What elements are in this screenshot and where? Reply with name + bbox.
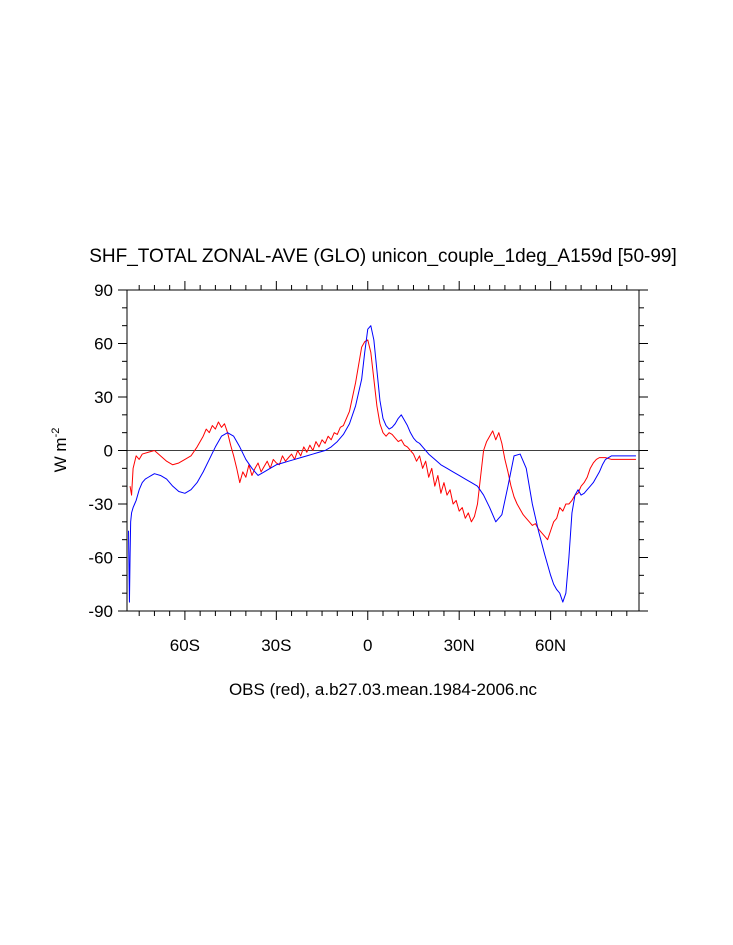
plot-area: -90 -60 -30 0 30 60 90 60S 30S 0 30N 60N <box>88 281 648 655</box>
y-tick-label: -30 <box>88 495 113 514</box>
x-axis-label: OBS (red), a.b27.03.mean.1984-2006.nc <box>229 680 538 699</box>
x-tick-label: 30S <box>261 636 291 655</box>
y-tick-label: -60 <box>88 549 113 568</box>
y-tick-label: 90 <box>94 281 113 300</box>
x-tick-label: 30N <box>444 636 475 655</box>
x-tick-label: 60N <box>535 636 566 655</box>
y-tick-label: 60 <box>94 335 113 354</box>
series-line-blue <box>128 325 636 603</box>
y-axis-label-main: W m <box>51 437 70 472</box>
x-tick-label: 0 <box>363 636 372 655</box>
x-tick-label: 60S <box>170 636 200 655</box>
y-tick-label: 0 <box>104 442 113 461</box>
y-tick-label: 30 <box>94 388 113 407</box>
y-axis-label-superscript: -2 <box>50 428 62 438</box>
series-line-red <box>129 339 636 541</box>
y-tick-label: -90 <box>88 602 113 621</box>
y-axis-label: W m-2 <box>50 428 70 473</box>
chart-title: SHF_TOTAL ZONAL-AVE (GLO) unicon_couple_… <box>89 246 677 267</box>
